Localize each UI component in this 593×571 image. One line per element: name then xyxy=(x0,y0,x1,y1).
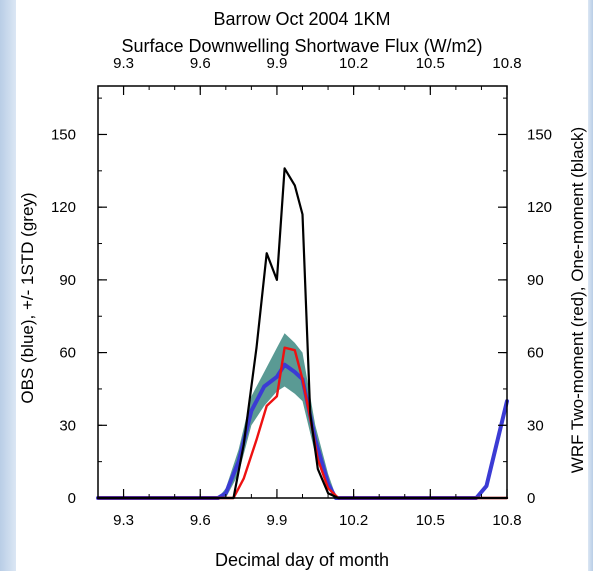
x-tick-label-top: 10.2 xyxy=(339,55,368,72)
y-tick-label-right: 0 xyxy=(527,490,535,507)
x-tick-label-top: 9.9 xyxy=(267,55,288,72)
chart-title: Barrow Oct 2004 1KM xyxy=(213,9,390,29)
x-tick-label-bottom: 9.9 xyxy=(267,512,288,529)
y-tick-label-right: 90 xyxy=(527,272,544,289)
y-tick-label-left: 30 xyxy=(59,417,76,434)
y-tick-label-right: 150 xyxy=(527,126,552,143)
x-axis-label: Decimal day of month xyxy=(215,550,389,570)
x-tick-label-bottom: 10.2 xyxy=(339,512,368,529)
x-tick-label-top: 9.6 xyxy=(190,55,211,72)
y-tick-label-left: 150 xyxy=(51,126,76,143)
y-tick-label-left: 0 xyxy=(68,490,76,507)
y-tick-label-right: 60 xyxy=(527,345,544,362)
axes-layer: 9.3 9.3 9.6 9.6 9.9 9.9 10.2 10.2 10.5 10.5 10.8 10… xyxy=(51,55,552,529)
series-one-moment-line xyxy=(96,167,509,500)
y-axis-label-right: WRF Two-moment (red), One-moment (black) xyxy=(568,127,587,473)
right-edge-frame xyxy=(588,0,593,571)
y-tick-label-left: 90 xyxy=(59,272,76,289)
left-edge-frame xyxy=(0,0,16,571)
x-tick-label-top: 10.8 xyxy=(492,55,521,72)
series-layer xyxy=(96,167,509,500)
y-tick-label-right: 30 xyxy=(527,417,544,434)
y-axis-label-left: OBS (blue), +/- 1STD (grey) xyxy=(18,192,37,403)
x-tick-label-bottom: 10.5 xyxy=(416,512,445,529)
chart-subtitle: Surface Downwelling Shortwave Flux (W/m2… xyxy=(121,36,482,56)
plot-frame xyxy=(97,85,508,499)
x-tick-label-bottom: 9.6 xyxy=(190,512,211,529)
series-two-moment-line xyxy=(96,346,509,500)
x-tick-label-top: 10.5 xyxy=(416,55,445,72)
x-tick-label-bottom: 10.8 xyxy=(492,512,521,529)
x-tick-label-bottom: 9.3 xyxy=(113,512,134,529)
y-tick-label-left: 60 xyxy=(59,345,76,362)
y-tick-label-left: 120 xyxy=(51,199,76,216)
y-tick-label-right: 120 xyxy=(527,199,552,216)
x-tick-label-top: 9.3 xyxy=(113,55,134,72)
